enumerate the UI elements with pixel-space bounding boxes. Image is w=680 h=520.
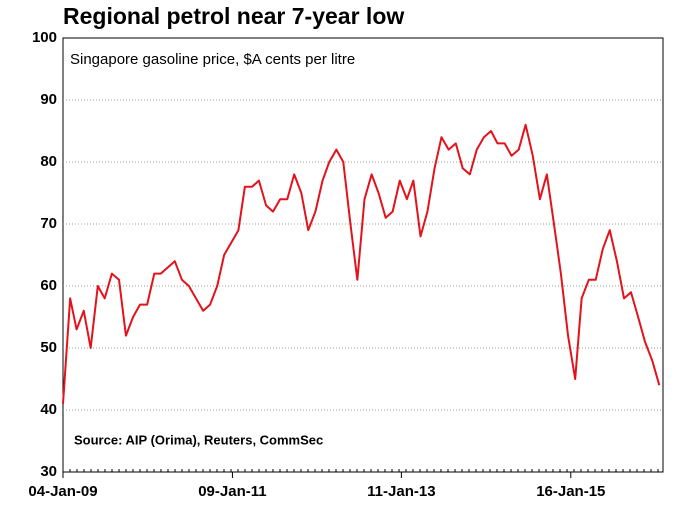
y-tick-label: 60 <box>40 277 57 294</box>
y-tick-label: 70 <box>40 215 57 232</box>
y-tick-label: 40 <box>40 401 57 418</box>
chart-title: Regional petrol near 7-year low <box>63 3 404 29</box>
x-tick-label: 04-Jan-09 <box>28 483 97 500</box>
y-tick-label: 30 <box>40 463 57 480</box>
chart-subtitle: Singapore gasoline price, $A cents per l… <box>70 51 355 68</box>
x-tick-label: 16-Jan-15 <box>536 483 605 500</box>
source-note: Source: AIP (Orima), Reuters, CommSec <box>74 432 323 447</box>
price-line <box>62 123 661 404</box>
y-tick-label: 90 <box>40 91 57 108</box>
y-tick-label: 100 <box>32 29 57 46</box>
x-tick-label: 09-Jan-11 <box>198 483 266 500</box>
x-tick-label: 11-Jan-13 <box>367 483 435 500</box>
y-tick-label: 80 <box>40 153 57 170</box>
plot-area <box>62 37 664 473</box>
y-tick-label: 50 <box>40 339 57 356</box>
